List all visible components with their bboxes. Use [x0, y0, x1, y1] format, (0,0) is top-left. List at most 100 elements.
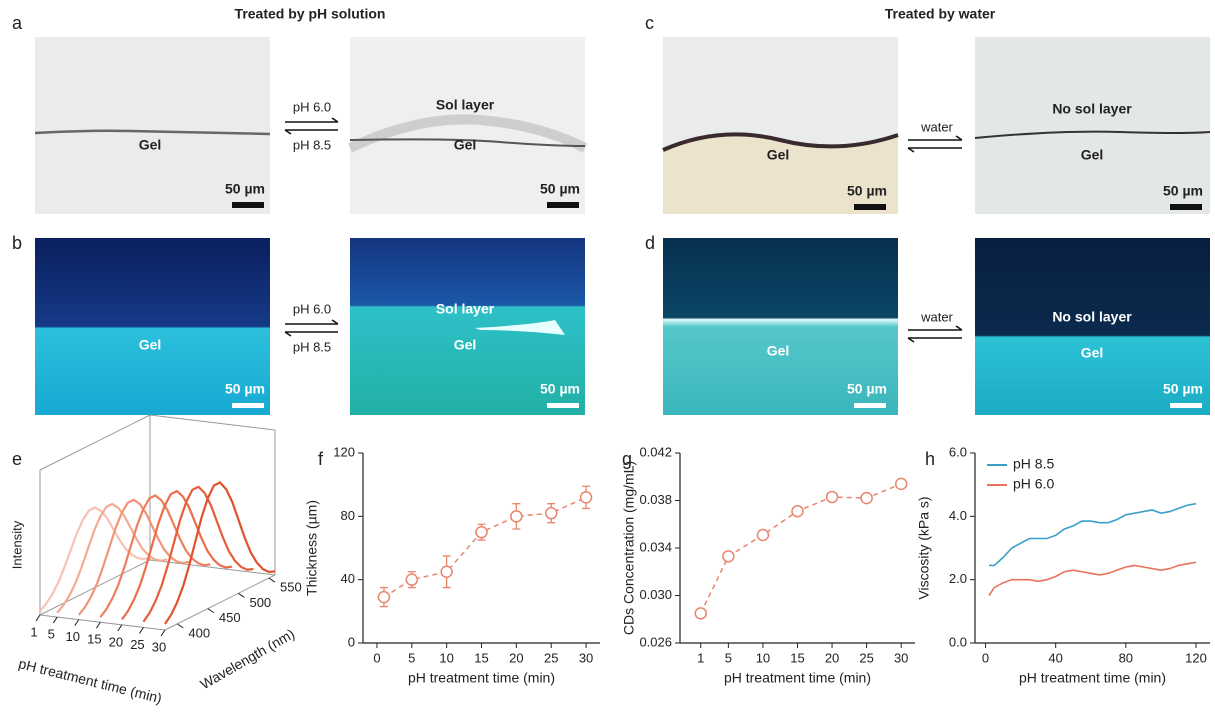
tick: [238, 592, 245, 598]
micrograph: [35, 238, 270, 415]
point: [791, 504, 804, 518]
point: [756, 528, 770, 542]
scale-bar: [547, 403, 579, 408]
scale-bar: [232, 403, 264, 408]
x-tick-label: 10: [756, 650, 770, 665]
scale-label: 50 µm: [1163, 183, 1203, 199]
y-tick-label: 40: [341, 571, 355, 586]
tick: [95, 621, 101, 629]
arrow-label: pH 6.0: [293, 99, 331, 114]
y-tick-label: 6.0: [949, 444, 967, 459]
y-axis-label: CDs Concentration (mg/mL): [621, 461, 637, 635]
arrows: [284, 319, 339, 337]
x-axis-label: pH treatment time (min): [1019, 670, 1166, 686]
y-axis-label: Viscosity (kPa s): [916, 496, 932, 599]
tick: [52, 616, 58, 624]
image-label: Gel: [1081, 147, 1104, 163]
interface: [974, 130, 1211, 139]
image-label: No sol layer: [1052, 101, 1132, 117]
arrow-label: water: [920, 309, 953, 324]
panel-letter: b: [12, 233, 22, 253]
sol-layer: [347, 114, 588, 153]
x-axis-label: pH treatment time (min): [17, 655, 164, 706]
x-tick-label: 25: [859, 650, 873, 665]
scale-bar: [854, 403, 886, 408]
box-edge: [149, 414, 276, 431]
interface: [349, 138, 586, 147]
image-label: Gel: [139, 337, 162, 353]
x-tick-label: 40: [1048, 650, 1062, 665]
box-edge: [149, 559, 276, 576]
spectrum: [142, 485, 254, 623]
tick: [207, 608, 215, 614]
y-tick-label: 0: [348, 634, 355, 649]
x-tick-label: 10: [66, 629, 80, 644]
image-label: Gel: [767, 147, 790, 163]
micrograph: [350, 37, 585, 214]
image-label: Sol layer: [436, 301, 495, 317]
trend-line: [700, 483, 902, 614]
box-edge: [39, 414, 151, 471]
scale-label: 50 µm: [847, 183, 887, 199]
panel-letter: e: [12, 449, 22, 469]
scale-label: 50 µm: [225, 181, 265, 197]
x-tick-label: 25: [130, 637, 144, 652]
scale-label: 50 µm: [1163, 381, 1203, 397]
x-tick-label: 0: [373, 650, 380, 665]
y-tick-label: 0.0: [949, 634, 967, 649]
z-tick-label: 450: [219, 610, 241, 625]
image-label: Gel: [767, 343, 790, 359]
scale-bar: [547, 202, 579, 208]
point: [579, 491, 593, 504]
arrows: [907, 135, 963, 153]
scale-label: 50 µm: [847, 381, 887, 397]
micrograph: [35, 37, 270, 214]
x-tick-label: 1: [697, 650, 704, 665]
point: [440, 565, 453, 578]
image-label: No sol layer: [1052, 309, 1132, 325]
image-label: Gel: [1081, 345, 1104, 361]
z-axis-label: Wavelength (nm): [197, 625, 297, 692]
panel-letter: g: [622, 449, 632, 469]
highlight: [475, 320, 565, 335]
scale-label: 50 µm: [540, 181, 580, 197]
y-tick-label: 80: [341, 508, 355, 523]
spectrum: [121, 489, 233, 621]
x-tick-label: 5: [725, 650, 732, 665]
x-tick-label: 5: [48, 627, 55, 642]
x-axis-label: pH treatment time (min): [724, 670, 871, 686]
arrow-label: pH 8.5: [293, 137, 331, 152]
tick: [117, 624, 123, 632]
x-tick-label: 80: [1119, 650, 1133, 665]
tick: [160, 629, 166, 637]
y-tick-label: 2.0: [949, 571, 967, 586]
y-axis-label: Thickness (µm): [304, 500, 320, 596]
panel-letter: d: [645, 233, 655, 253]
x-tick-label: 25: [544, 650, 558, 665]
panel-letter: a: [12, 13, 23, 33]
point: [825, 490, 839, 504]
x-tick-label: 0: [982, 650, 989, 665]
image-label: Gel: [454, 337, 477, 353]
y-tick-label: 0.026: [639, 634, 672, 649]
arrows: [284, 117, 339, 135]
heading: Treated by water: [885, 6, 996, 22]
interface: [34, 129, 271, 136]
x-tick-label: 15: [87, 632, 101, 647]
y-tick-label: 120: [333, 444, 355, 459]
point: [405, 573, 419, 586]
point: [510, 510, 523, 523]
scale-label: 50 µm: [225, 381, 265, 397]
arrows: [907, 325, 963, 343]
box-edge: [39, 614, 166, 631]
y-tick-label: 4.0: [949, 508, 967, 523]
x-tick-label: 120: [1185, 650, 1207, 665]
micrograph: [975, 37, 1210, 214]
scale-bar: [854, 204, 886, 210]
scale-bar: [1170, 403, 1202, 408]
x-tick-label: 20: [509, 650, 523, 665]
x-axis-label: pH treatment time (min): [408, 670, 555, 686]
scale-bar: [232, 202, 264, 208]
tick: [268, 577, 276, 583]
